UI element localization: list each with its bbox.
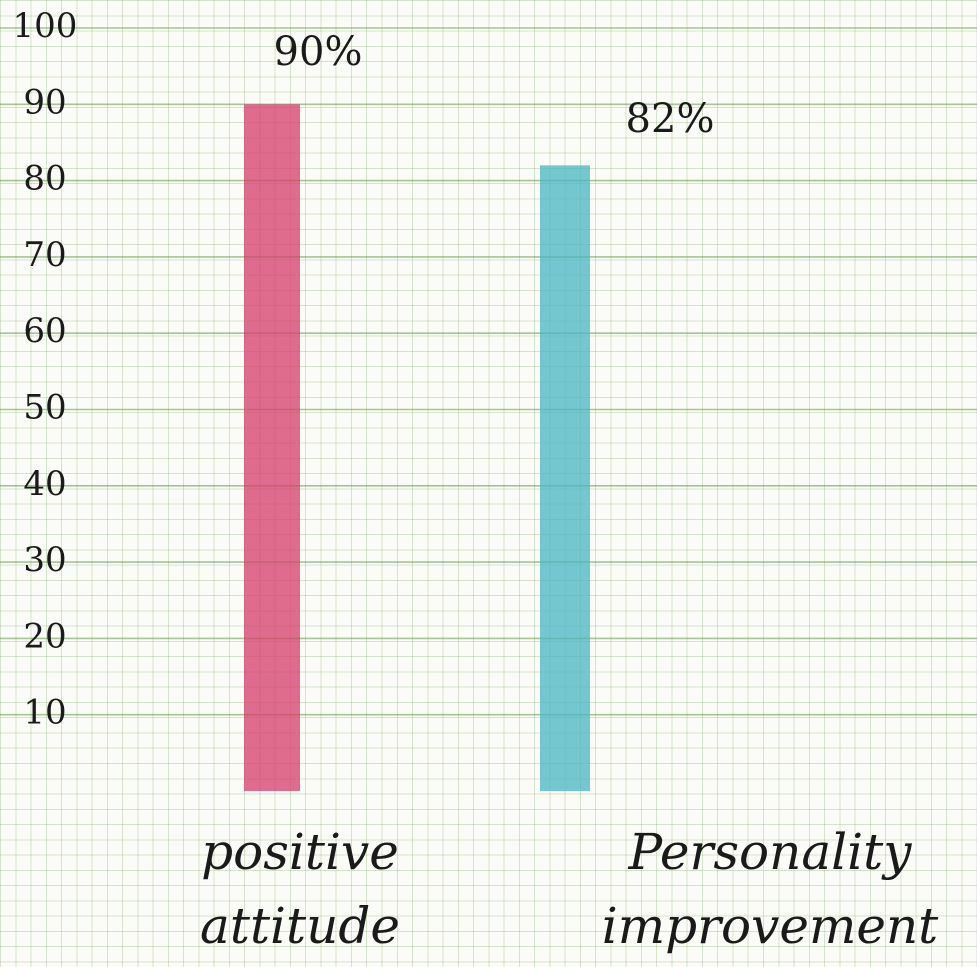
y-tick-label: 10 (23, 693, 66, 733)
value-label: 82% (626, 96, 715, 142)
category-label: positive attitude (200, 823, 400, 955)
value-label: 90% (274, 29, 363, 75)
y-tick-label: 30 (23, 540, 66, 580)
y-tick-label: 100 (13, 6, 78, 46)
bar (540, 165, 590, 792)
bar (244, 104, 300, 792)
y-tick-label: 20 (23, 616, 66, 656)
y-tick-label: 80 (23, 159, 66, 199)
category-label: Personality improvement (601, 823, 939, 955)
y-tick-label: 40 (23, 464, 66, 504)
y-tick-label: 70 (23, 235, 66, 275)
y-tick-label: 90 (23, 82, 66, 122)
y-tick-label: 50 (23, 388, 66, 428)
y-tick-label: 60 (23, 311, 66, 351)
